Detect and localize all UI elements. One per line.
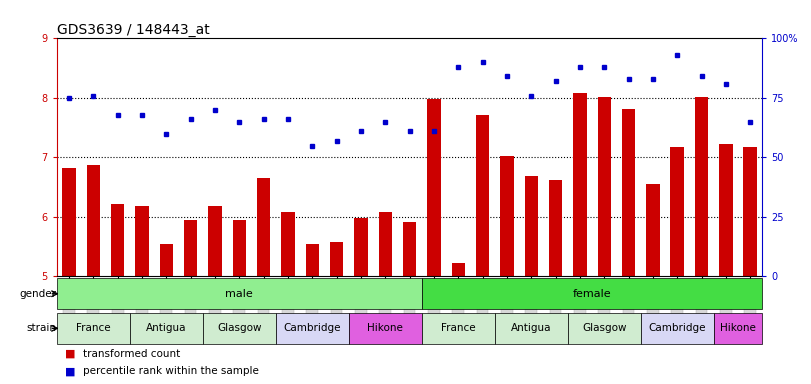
FancyBboxPatch shape <box>331 281 342 329</box>
Bar <box>87 165 100 276</box>
Bar <box>525 177 538 276</box>
FancyBboxPatch shape <box>57 278 422 310</box>
Text: Glasgow: Glasgow <box>582 323 626 333</box>
FancyBboxPatch shape <box>744 281 756 329</box>
FancyBboxPatch shape <box>477 281 488 329</box>
Text: female: female <box>573 289 611 299</box>
FancyBboxPatch shape <box>404 281 415 329</box>
FancyBboxPatch shape <box>696 281 707 329</box>
FancyBboxPatch shape <box>453 281 464 329</box>
Bar <box>233 220 246 276</box>
Bar <box>354 218 367 276</box>
Bar <box>695 97 708 276</box>
FancyBboxPatch shape <box>185 281 196 329</box>
Bar <box>281 212 294 276</box>
Text: gender: gender <box>19 289 57 299</box>
Text: strain: strain <box>27 323 57 333</box>
Bar <box>111 204 124 276</box>
FancyBboxPatch shape <box>282 281 294 329</box>
Bar <box>719 144 732 276</box>
Text: Hikone: Hikone <box>367 323 403 333</box>
FancyBboxPatch shape <box>63 281 75 329</box>
FancyBboxPatch shape <box>258 281 269 329</box>
FancyBboxPatch shape <box>720 281 732 329</box>
Bar <box>476 114 489 276</box>
FancyBboxPatch shape <box>428 281 440 329</box>
FancyBboxPatch shape <box>136 281 148 329</box>
Bar <box>744 147 757 276</box>
Bar <box>208 206 221 276</box>
FancyBboxPatch shape <box>495 313 568 344</box>
Text: Glasgow: Glasgow <box>217 323 261 333</box>
FancyBboxPatch shape <box>57 313 130 344</box>
FancyBboxPatch shape <box>641 313 714 344</box>
Text: France: France <box>441 323 475 333</box>
FancyBboxPatch shape <box>88 281 99 329</box>
Text: percentile rank within the sample: percentile rank within the sample <box>83 366 259 376</box>
Bar <box>622 109 635 276</box>
Bar <box>257 178 270 276</box>
Text: Cambridge: Cambridge <box>284 323 341 333</box>
Bar <box>646 184 659 276</box>
FancyBboxPatch shape <box>355 281 367 329</box>
Text: ■: ■ <box>65 366 75 376</box>
Bar <box>135 206 148 276</box>
FancyBboxPatch shape <box>501 281 513 329</box>
Text: GDS3639 / 148443_at: GDS3639 / 148443_at <box>57 23 209 37</box>
FancyBboxPatch shape <box>380 281 391 329</box>
Text: Cambridge: Cambridge <box>649 323 706 333</box>
FancyBboxPatch shape <box>234 281 245 329</box>
Bar <box>573 93 586 276</box>
Bar <box>427 99 440 276</box>
FancyBboxPatch shape <box>574 281 586 329</box>
FancyBboxPatch shape <box>672 281 683 329</box>
FancyBboxPatch shape <box>599 281 610 329</box>
FancyBboxPatch shape <box>307 281 318 329</box>
Text: France: France <box>76 323 110 333</box>
Text: Antigua: Antigua <box>511 323 551 333</box>
FancyBboxPatch shape <box>568 313 641 344</box>
FancyBboxPatch shape <box>647 281 659 329</box>
FancyBboxPatch shape <box>276 313 349 344</box>
Bar <box>671 147 684 276</box>
FancyBboxPatch shape <box>161 281 172 329</box>
Bar <box>379 212 392 276</box>
FancyBboxPatch shape <box>203 313 276 344</box>
FancyBboxPatch shape <box>130 313 203 344</box>
Text: male: male <box>225 289 253 299</box>
FancyBboxPatch shape <box>349 313 422 344</box>
Bar <box>452 263 465 276</box>
Bar <box>330 242 343 276</box>
Bar <box>549 180 562 276</box>
FancyBboxPatch shape <box>209 281 221 329</box>
FancyBboxPatch shape <box>112 281 123 329</box>
FancyBboxPatch shape <box>550 281 561 329</box>
Text: transformed count: transformed count <box>83 349 180 359</box>
FancyBboxPatch shape <box>526 281 537 329</box>
Bar <box>500 156 513 276</box>
FancyBboxPatch shape <box>714 313 762 344</box>
Text: ■: ■ <box>65 349 75 359</box>
Text: Antigua: Antigua <box>146 323 187 333</box>
FancyBboxPatch shape <box>422 278 762 310</box>
Bar <box>62 168 75 276</box>
Bar <box>403 222 416 276</box>
Bar <box>306 244 319 276</box>
Bar <box>160 244 173 276</box>
FancyBboxPatch shape <box>422 313 495 344</box>
Text: Hikone: Hikone <box>720 323 756 333</box>
Bar <box>184 220 197 276</box>
Bar <box>598 97 611 276</box>
FancyBboxPatch shape <box>623 281 634 329</box>
